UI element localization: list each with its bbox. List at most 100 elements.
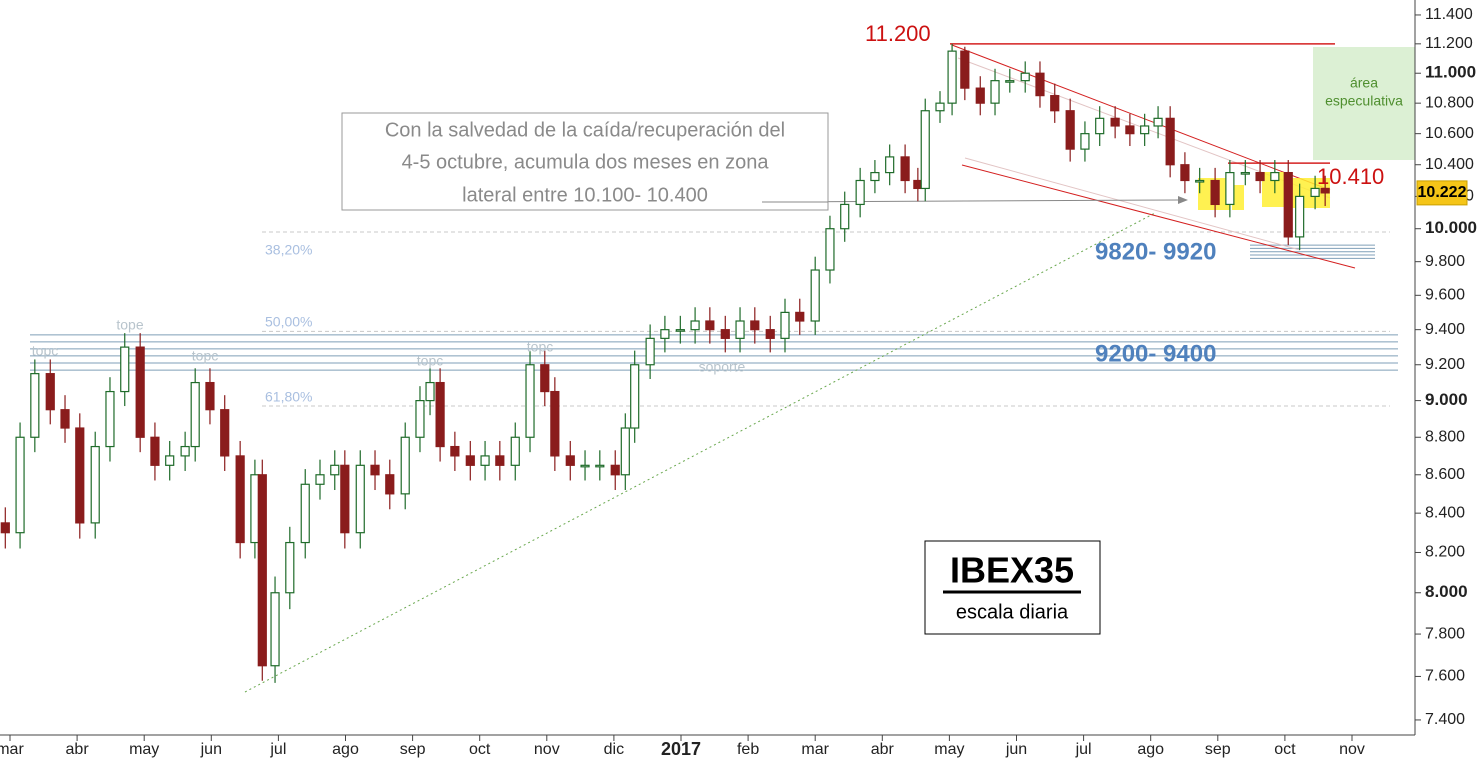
y-tick-label: 9.200: [1425, 356, 1465, 373]
candle-body: [270, 592, 280, 667]
fib-label: 61,80%: [265, 389, 312, 405]
band-label: 9820- 9920: [1095, 238, 1216, 265]
candle-body: [660, 329, 670, 339]
candle-body: [1195, 179, 1205, 183]
candle-body: [1035, 72, 1045, 97]
candle-body: [300, 483, 310, 544]
candle-body: [165, 455, 175, 466]
y-tick-label: 11.400: [1425, 6, 1473, 23]
candle-body: [1295, 195, 1305, 238]
y-tick-label: 8.800: [1425, 428, 1465, 445]
speculative-zone: [1313, 47, 1415, 160]
candle-body: [645, 337, 655, 366]
y-tick-label: 10.600: [1425, 125, 1474, 142]
candle-body: [947, 50, 957, 104]
y-tick-label: 9.600: [1425, 287, 1465, 304]
candle-body: [150, 436, 160, 466]
candle-body: [370, 464, 380, 476]
candle-body: [595, 464, 605, 468]
y-tick-label: 9.000: [1425, 390, 1468, 409]
candles: [0, 43, 1330, 683]
channel-line: [964, 157, 1301, 251]
y-tick-label: 10.800: [1425, 94, 1474, 111]
x-tick-label: sep: [1205, 741, 1231, 758]
candle-body: [220, 409, 230, 457]
fib-label: 38,20%: [265, 242, 312, 258]
candle-body: [510, 436, 520, 466]
candle-body: [1095, 117, 1105, 135]
x-tick-label: 2017: [661, 739, 701, 759]
watermark-box: [924, 540, 1101, 635]
annotation: topc: [527, 339, 553, 355]
note-line: lateral entre 10.100- 10.400: [462, 184, 708, 206]
y-tick-label: 7.600: [1425, 668, 1465, 685]
candle-body: [1065, 110, 1075, 150]
candle-body: [720, 329, 730, 339]
candle-body: [705, 320, 715, 331]
candle-body: [120, 346, 130, 393]
candle-body: [855, 179, 865, 206]
candle-body: [935, 102, 945, 112]
candle-body: [525, 364, 535, 438]
candle-body: [435, 381, 445, 448]
candle-body: [975, 87, 985, 104]
candle-body: [30, 373, 40, 438]
candle-body: [190, 381, 200, 448]
x-tick-label: mar: [0, 741, 24, 758]
candle-body: [960, 50, 970, 89]
candle-body: [1165, 117, 1175, 166]
candle-body: [1225, 171, 1235, 206]
x-tick-label: nov: [1339, 741, 1365, 758]
price-tag: [1416, 180, 1468, 206]
x-tick-label: sep: [400, 741, 426, 758]
y-tick-label: 8.600: [1425, 466, 1465, 483]
candle-body: [257, 474, 267, 667]
x-tick-label: may: [129, 741, 159, 758]
candle-body: [1080, 133, 1090, 150]
candle-body: [330, 464, 340, 476]
note-line: 4-5 octubre, acumula dos meses en zona: [402, 151, 770, 173]
x-tick-label: dic: [604, 741, 624, 758]
annotation: topc: [192, 348, 218, 364]
annotation: tope: [116, 317, 143, 333]
candle-body: [1153, 117, 1163, 127]
y-tick-label: 7.400: [1425, 711, 1465, 728]
candle-body: [1255, 171, 1265, 182]
x-tick-label: oct: [1274, 741, 1296, 758]
candle-body: [1050, 95, 1060, 112]
x-tick-label: abr: [66, 741, 90, 758]
candle-body: [550, 390, 560, 457]
candle-body: [1240, 171, 1250, 175]
candle-body: [15, 436, 25, 534]
candle-body: [825, 228, 835, 271]
y-tick-label: 11.200: [1425, 35, 1473, 52]
candle-body: [180, 445, 190, 457]
band-label: 9200- 9400: [1095, 340, 1216, 367]
y-tick-label: 11.000: [1425, 63, 1476, 82]
candle-body: [495, 455, 505, 466]
candle-body: [385, 474, 395, 495]
zone-label: especulativa: [1325, 93, 1403, 109]
x-tick-label: ago: [332, 741, 359, 758]
note-line: Con la salvedad de la caída/recuperación…: [385, 119, 785, 141]
candle-body: [540, 364, 550, 393]
candle-body: [565, 455, 575, 466]
candle-body: [425, 381, 435, 402]
candle-body: [735, 320, 745, 339]
candle-body: [810, 269, 820, 322]
y-tick-label: 10.000: [1425, 218, 1477, 237]
candle-body: [45, 373, 55, 411]
candle-body: [1320, 187, 1330, 194]
y-tick-label: 9.800: [1425, 253, 1465, 270]
candle-body: [415, 400, 425, 438]
candle-body: [610, 464, 620, 476]
x-tick-label: abr: [871, 741, 895, 758]
candle-body: [235, 455, 245, 544]
candle-body: [885, 156, 895, 174]
arrowhead: [1178, 196, 1188, 204]
candle-body: [900, 156, 910, 182]
candle-body: [840, 203, 850, 230]
candle-body: [480, 455, 490, 466]
